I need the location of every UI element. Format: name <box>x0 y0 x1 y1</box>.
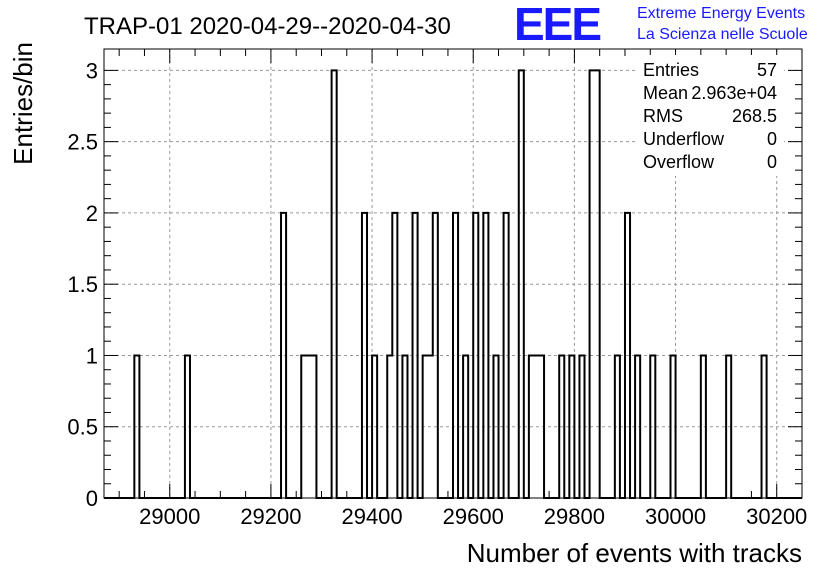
chart-title: TRAP-01 2020-04-29--2020-04-30 <box>84 13 451 40</box>
histogram-bin <box>473 213 478 498</box>
histogram-bin <box>423 355 428 498</box>
histogram-bin <box>539 355 544 498</box>
x-tick-label: 30000 <box>645 504 706 529</box>
histogram-bin <box>306 355 311 498</box>
y-tick-label: 0.5 <box>67 415 98 440</box>
stats-value: 2.963e+04 <box>691 83 777 103</box>
y-axis: 0 0.5 1 1.5 2 2.5 3 <box>67 58 802 511</box>
histogram-bin <box>701 355 706 498</box>
histogram-bin <box>392 213 397 498</box>
histogram-bin <box>332 70 337 498</box>
histogram-bin <box>726 355 731 498</box>
stats-label: Overflow <box>643 152 715 172</box>
histogram-bin <box>387 355 392 498</box>
histogram-bin <box>413 213 418 498</box>
x-tick-label: 29400 <box>341 504 402 529</box>
y-tick-label: 1.5 <box>67 272 98 297</box>
eee-logo: EEE Extreme Energy Events La Scienza nel… <box>514 0 808 50</box>
histogram-bin <box>650 355 655 498</box>
x-tick-label: 29200 <box>240 504 301 529</box>
x-axis: 29000 29200 29400 29600 29800 30000 30200 <box>118 49 807 529</box>
histogram-bin <box>493 355 498 498</box>
eee-logo-line2: La Scienza nelle Scuole <box>637 26 808 43</box>
stats-label: Underflow <box>643 129 725 149</box>
histogram-bin <box>534 355 539 498</box>
x-tick-label: 30200 <box>746 504 807 529</box>
y-tick-label: 0 <box>86 486 98 511</box>
stats-label: Entries <box>643 60 699 80</box>
stats-label: Mean <box>643 83 688 103</box>
histogram-bin <box>579 355 584 498</box>
plot-frame <box>103 48 803 499</box>
x-tick-label: 29800 <box>544 504 605 529</box>
y-tick-label: 2.5 <box>67 130 98 155</box>
histogram-bin <box>301 355 306 498</box>
stats-box: Entries 57 Mean 2.963e+04 RMS 268.5 Underflow 0… <box>638 55 784 176</box>
histogram-bin <box>670 355 675 498</box>
histogram-bin <box>311 355 316 498</box>
stats-value: 0 <box>767 129 777 149</box>
stats-box-background <box>638 55 784 176</box>
y-axis-label: Entries/bin <box>8 42 38 165</box>
histogram-bin <box>590 70 595 498</box>
histogram-bin <box>483 213 488 498</box>
histogram-bin <box>281 213 286 498</box>
histogram-bin <box>372 355 377 498</box>
stats-label: RMS <box>643 106 683 126</box>
histogram-bin <box>428 355 433 498</box>
stats-value: 57 <box>757 60 777 80</box>
y-tick-label: 1 <box>86 343 98 368</box>
histogram-bin <box>569 355 574 498</box>
histogram-bin <box>185 355 190 498</box>
histogram-bin <box>519 70 524 498</box>
histogram-bin <box>433 213 438 498</box>
histogram-bin <box>402 355 407 498</box>
stats-value: 268.5 <box>732 106 777 126</box>
histogram-bin <box>615 355 620 498</box>
histogram-bin <box>625 213 630 498</box>
y-tick-label: 3 <box>86 58 98 83</box>
histogram-bin <box>504 213 509 498</box>
y-tick-label: 2 <box>86 201 98 226</box>
histogram-bin <box>559 355 564 498</box>
x-tick-label: 29600 <box>443 504 504 529</box>
histogram-bin <box>362 213 367 498</box>
histogram-bin <box>635 355 640 498</box>
histogram-bin <box>134 355 139 498</box>
histogram-bin <box>463 355 468 498</box>
stats-value: 0 <box>767 152 777 172</box>
histogram-bin <box>453 213 458 498</box>
histogram-bin <box>595 70 600 498</box>
histogram-bin <box>529 355 534 498</box>
x-tick-label: 29000 <box>139 504 200 529</box>
eee-logo-line1: Extreme Energy Events <box>637 5 805 22</box>
x-axis-label: Number of events with tracks <box>467 538 802 568</box>
eee-logo-letters: EEE <box>514 0 600 50</box>
histogram-bin <box>762 355 767 498</box>
